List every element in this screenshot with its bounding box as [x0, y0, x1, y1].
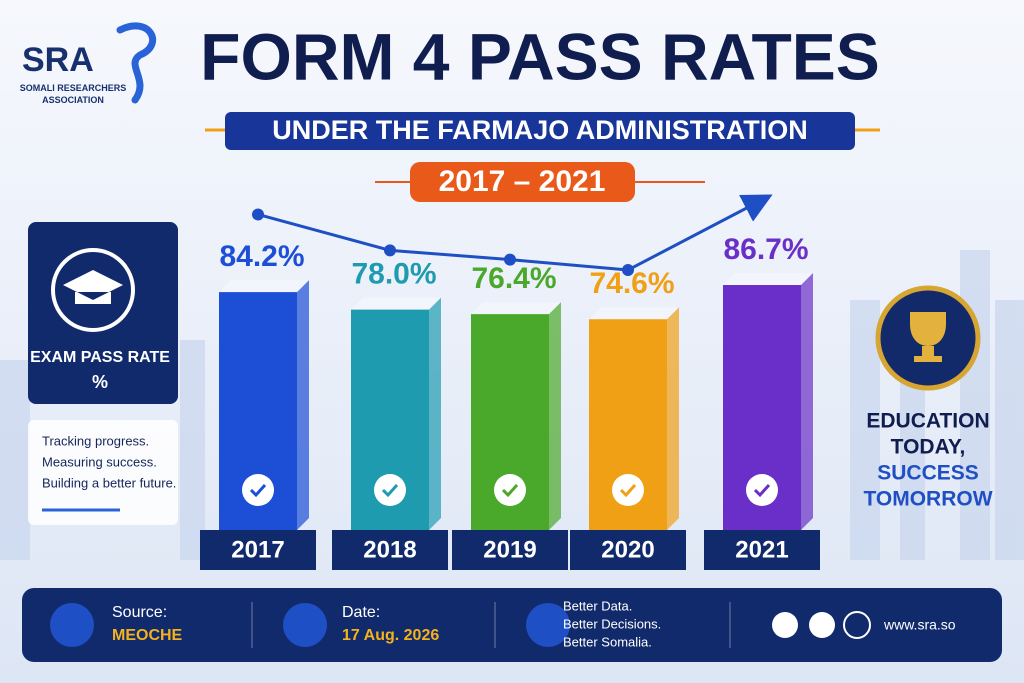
motto: SUCCESS [877, 462, 979, 485]
x-tick-label: 2020 [601, 536, 654, 563]
check-badge [746, 474, 778, 506]
bar-side [667, 307, 679, 530]
tagline: Tracking progress. [42, 433, 149, 448]
website[interactable]: www.sra.so [883, 617, 956, 633]
x-tick-label: 2021 [735, 536, 788, 563]
x-tick-label: 2019 [483, 536, 536, 563]
source-label: Source: [112, 604, 167, 621]
tagline: Building a better future. [42, 475, 176, 490]
value-label: 78.0% [351, 258, 436, 291]
trend-point [622, 264, 634, 276]
year-base [332, 530, 448, 570]
logo-full-name: SOMALI RESEARCHERS ASSOCIATION [19, 83, 127, 105]
bar-top [723, 273, 813, 285]
year-base [452, 530, 568, 570]
check-badge [242, 474, 274, 506]
check-icon [753, 483, 771, 498]
value-label: 84.2% [219, 240, 304, 273]
chart-area: 84.2%201778.0%201876.4%201974.6%202086.7… [200, 194, 820, 570]
logo-fo: SOMALI RESEARCHERS ASSOCIATION [19, 83, 127, 105]
year-base [570, 530, 686, 570]
trophy-icon [910, 312, 946, 362]
bar-top [471, 302, 561, 315]
check-icon [381, 483, 399, 498]
check-icon [249, 483, 267, 498]
check-badge [612, 474, 644, 506]
check-badge [494, 474, 526, 506]
bar-side [429, 297, 441, 530]
logo-name: SRA [22, 41, 94, 79]
bar-side [801, 273, 813, 530]
source: MEOCHE [112, 627, 183, 644]
tagline-box [28, 420, 178, 525]
motto: EDUCATION [866, 410, 989, 433]
panel-unit: % [92, 372, 108, 392]
check-icon [619, 483, 637, 498]
bar-side [549, 302, 561, 530]
value-label: 86.7% [723, 233, 808, 266]
date-label: Date: [342, 604, 380, 621]
check-badge [374, 474, 406, 506]
target-icon [526, 603, 570, 647]
bar-top [219, 280, 309, 293]
source-icon [50, 603, 94, 647]
slogan: Better Somalia. [563, 634, 652, 649]
bar-side [297, 280, 309, 530]
subtitle: UNDER THE FARMAJO ADMINISTRATION [272, 115, 808, 145]
side-panel [28, 222, 178, 404]
cap-icon [63, 270, 123, 304]
period-box [410, 162, 635, 202]
panel-title: EXAM PASS RATE [30, 349, 170, 366]
subtitle-box [225, 112, 855, 150]
date: 17 Aug. 2026 [342, 627, 439, 644]
motto: TOMORROW [863, 488, 992, 511]
bar-top [589, 307, 679, 320]
web-icon[interactable] [843, 611, 871, 639]
period: 2017 – 2021 [439, 165, 606, 198]
x-tick-label: 2017 [231, 536, 284, 563]
slogan: Better Data. [563, 598, 632, 613]
bar-top [351, 297, 441, 310]
x-tick-label: 2018 [363, 536, 416, 563]
twitter-icon[interactable] [809, 612, 835, 638]
logo-icon [116, 22, 156, 104]
value-label: 76.4% [471, 262, 556, 295]
footer [22, 588, 1002, 662]
year-base [704, 530, 820, 570]
check-icon [501, 483, 519, 498]
tagline: Measuring success. [42, 454, 157, 469]
motto: TODAY, [891, 436, 966, 459]
trend-point [252, 208, 264, 221]
year-base [200, 530, 316, 570]
date-icon [283, 603, 327, 647]
panel-icon [51, 248, 135, 332]
facebook-icon[interactable] [772, 612, 798, 638]
skyline [0, 250, 1024, 560]
slogan: Better Decisions. [563, 616, 661, 631]
trend-point [384, 244, 396, 257]
title: FORM 4 PASS RATES [200, 19, 880, 93]
trend-point [504, 253, 516, 266]
